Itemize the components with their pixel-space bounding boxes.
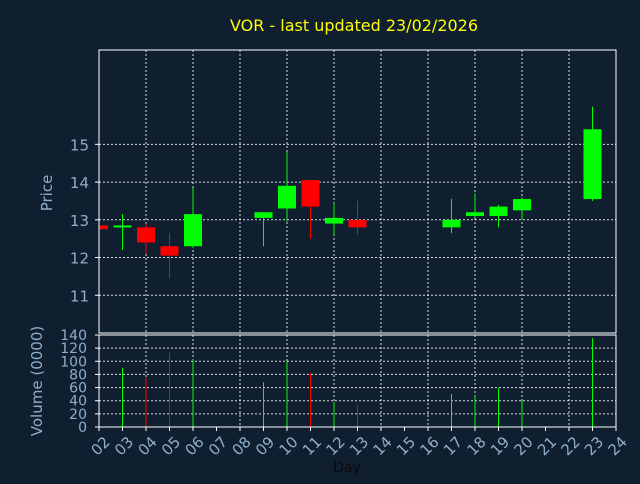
price-tick-label: 13	[70, 212, 89, 230]
candle-body	[184, 214, 202, 247]
candle-body	[160, 246, 179, 256]
volume-tick-label: 120	[60, 341, 87, 357]
volume-bars	[122, 338, 593, 427]
x-tick-label: 09	[252, 433, 278, 459]
chart-title: VOR - last updated 23/02/2026	[230, 16, 478, 35]
price-tick-label: 14	[70, 174, 89, 192]
candle	[513, 197, 531, 220]
candle-body	[137, 227, 155, 243]
x-tick-label: 13	[346, 433, 372, 459]
price-plot-frame	[98, 49, 617, 334]
volume-tick-label: 20	[69, 407, 87, 423]
price-tick-labels: 11 12 13 14 15	[70, 136, 99, 305]
candle	[254, 212, 273, 247]
price-grid	[99, 50, 616, 333]
price-tick-label: 11	[70, 287, 89, 305]
price-tick-label: 15	[70, 136, 89, 154]
x-tick-label: 24	[605, 433, 631, 459]
candle	[489, 204, 508, 228]
x-tick-label: 18	[464, 433, 490, 459]
x-tick-label: 20	[511, 433, 537, 459]
x-tick-label: 16	[417, 433, 443, 459]
x-tick-label: 11	[299, 433, 325, 459]
x-tick-label: 12	[323, 433, 349, 459]
candle-body	[301, 180, 320, 207]
candle	[137, 223, 155, 254]
candles	[98, 106, 602, 279]
candle-body	[513, 199, 531, 211]
candle-body	[489, 206, 508, 217]
candle-body	[278, 185, 296, 209]
x-tick-label: 22	[558, 433, 584, 459]
candle	[98, 225, 108, 230]
candle-body	[113, 225, 132, 228]
candle	[113, 214, 132, 250]
volume-tick-label: 100	[60, 354, 87, 370]
candle	[348, 200, 367, 235]
x-tick-labels: 0203040506070809101112131415161718192021…	[88, 427, 631, 459]
x-tick-label: 08	[229, 433, 255, 459]
candle	[301, 180, 320, 239]
x-tick-label: 05	[158, 433, 184, 459]
candle-body	[254, 212, 273, 218]
candle-body	[99, 225, 108, 230]
candle	[442, 199, 461, 234]
x-tick-label: 03	[111, 433, 137, 459]
x-tick-label: 04	[135, 433, 161, 459]
volume-tick-label: 40	[69, 394, 87, 410]
volume-tick-label: 60	[69, 381, 87, 397]
x-tick-label: 23	[581, 433, 607, 459]
candle	[583, 106, 602, 201]
volume-tick-label: 140	[60, 328, 87, 344]
x-tick-label: 02	[88, 433, 114, 459]
candle-body	[442, 219, 461, 228]
candle	[325, 202, 343, 235]
candle	[184, 187, 202, 249]
x-tick-label: 21	[534, 433, 560, 459]
candle-body	[325, 217, 343, 224]
x-tick-label: 19	[487, 433, 513, 459]
candle	[160, 233, 179, 279]
x-tick-label: 17	[440, 433, 466, 459]
x-tick-label: 15	[393, 433, 419, 459]
volume-tick-label: 80	[69, 367, 87, 383]
x-tick-label: 06	[182, 433, 208, 459]
x-tick-label: 07	[205, 433, 231, 459]
volume-tick-label: 0	[78, 420, 87, 436]
price-axis-label: Price	[38, 175, 56, 212]
x-axis-label: Day	[333, 460, 361, 476]
price-tick-label: 12	[70, 250, 89, 268]
volume-plot-frame	[98, 334, 617, 428]
candle	[466, 193, 484, 218]
candle-body	[466, 212, 484, 217]
x-tick-label: 14	[370, 433, 396, 459]
candle-body	[348, 219, 367, 228]
x-tick-label: 10	[276, 433, 302, 459]
volume-axis-label: Volume (0000)	[28, 326, 46, 436]
candle-body	[583, 129, 602, 200]
candle	[278, 151, 296, 222]
